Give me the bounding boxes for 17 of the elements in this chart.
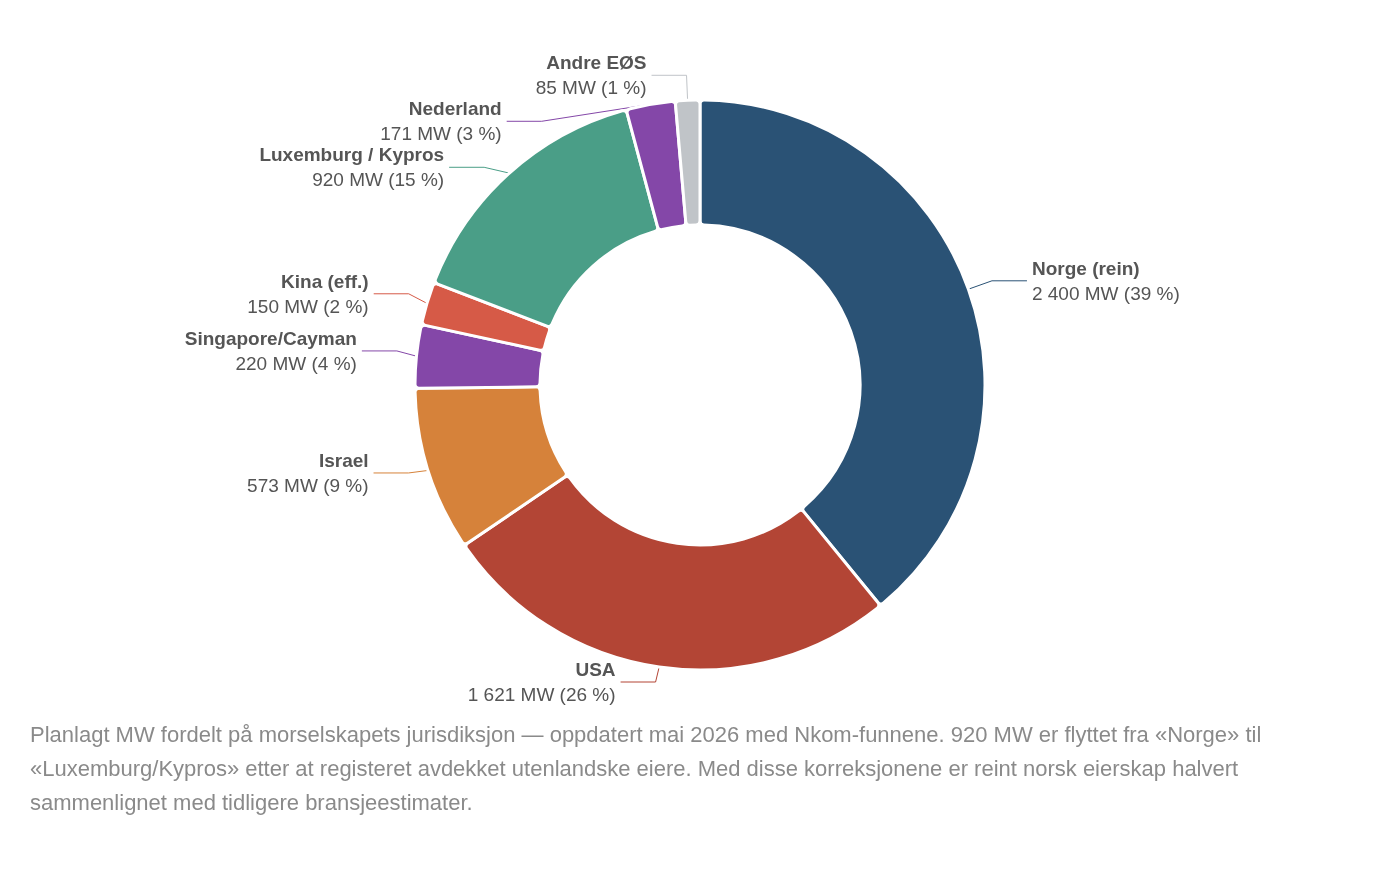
data-label: 573 MW (9 %)	[247, 474, 369, 496]
data-label: 1 621 MW (26 %)	[467, 684, 616, 705]
slice-label: Kina (eff.)	[281, 270, 369, 292]
slice-label: USA	[575, 659, 616, 680]
slice-label: Singapore/Cayman	[184, 327, 357, 349]
data-label: 150 MW (2 %)	[247, 295, 369, 317]
text: Planlagt MW fordelt på morselskapets jurisdiksjon — oppdatert mai 2026 med Nkom-funnene. 920 MW er flyttet fra «Norge» til «Luxemburg/Kypros» etter at registeret avdekket utenlandske eiere. Med disse korreksjonene er reint norsk eierskap halvert sammenlignet med tidligere bransjeestimater.	[30, 721, 1263, 817]
data-label: 220 MW (4 %)	[235, 352, 357, 374]
slice-label: Norge (rein)	[1031, 257, 1140, 279]
data-label: 85 MW (1 %)	[535, 77, 647, 99]
slice-label: Nederland	[408, 98, 502, 120]
slice-label: Luxemburg / Kypros	[259, 144, 445, 166]
slice-label: Andre EØS	[546, 52, 647, 74]
slice-label: Israel	[318, 449, 369, 471]
data-label: 920 MW (15 %)	[312, 169, 445, 191]
data-label: 171 MW (3 %)	[380, 123, 502, 145]
data-label: 2 400 MW (39 %)	[1031, 282, 1180, 304]
